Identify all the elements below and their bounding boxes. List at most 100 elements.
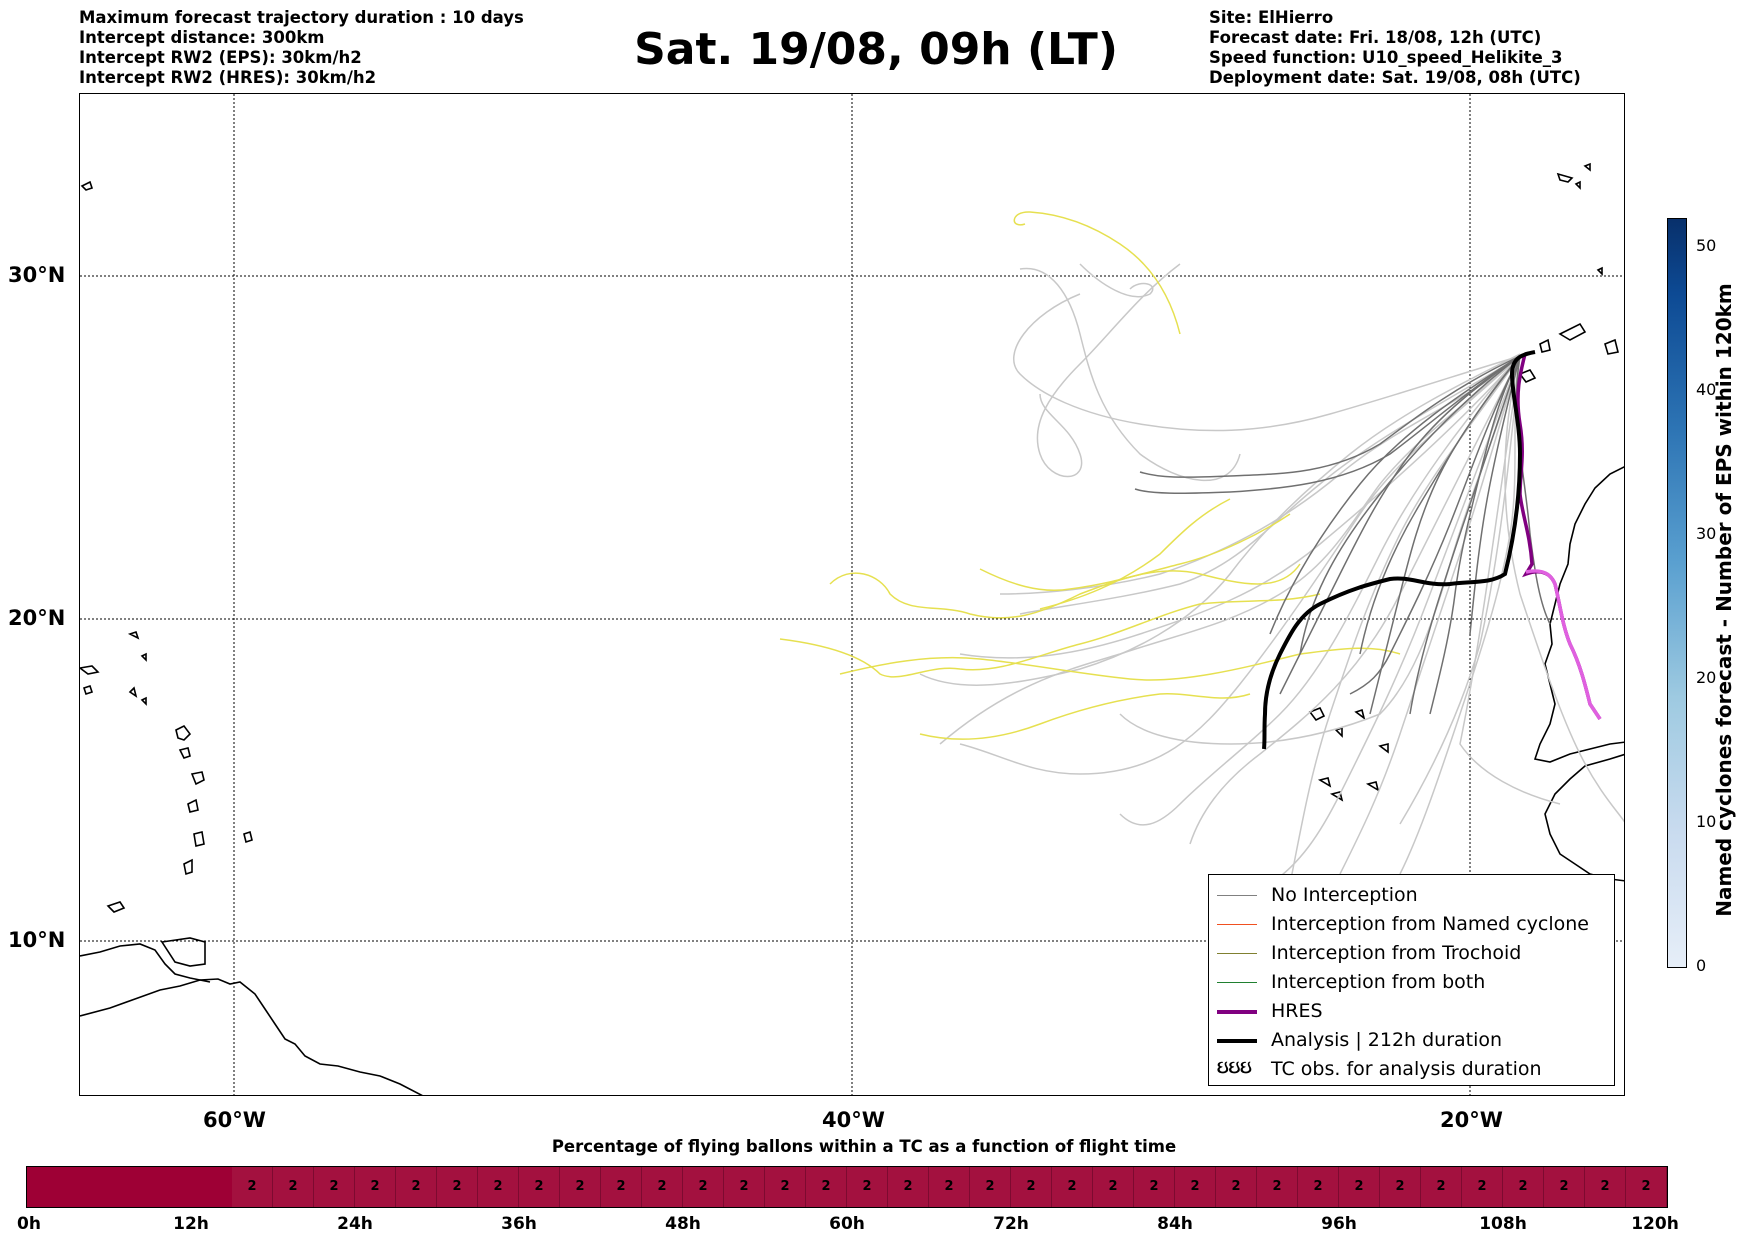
bottom-bar-title: Percentage of flying ballons within a TC… <box>551 1137 1177 1156</box>
percentage-cell: 2 <box>806 1167 847 1207</box>
trajectories-yellow <box>779 211 1401 740</box>
coast-trinidad <box>160 937 206 967</box>
trajectory-yellow <box>919 693 1251 740</box>
percentage-cell: 2 <box>683 1167 724 1207</box>
percentage-cell: 2 <box>1052 1167 1093 1207</box>
percentage-cell: 2 <box>642 1167 683 1207</box>
colorbar <box>1667 218 1687 968</box>
trajectory-light <box>1504 355 1624 823</box>
map-frame <box>79 93 1625 1096</box>
percentage-cell: 2 <box>478 1167 519 1207</box>
coast-islands-1 <box>80 665 100 696</box>
percentage-cell: 2 <box>888 1167 929 1207</box>
legend-swatch <box>1217 924 1257 925</box>
trajectory-dark <box>1134 355 1521 494</box>
percentage-cell: 2 <box>396 1167 437 1207</box>
header-right-line: Deployment date: Sat. 19/08, 08h (UTC) <box>1209 68 1581 87</box>
coast-islands-4 <box>106 630 147 913</box>
legend-item: Interception from both <box>1209 968 1614 997</box>
trajectory-light <box>1036 263 1181 478</box>
time-label: 96h <box>1321 1214 1357 1234</box>
percentage-cell: 2 <box>1175 1167 1216 1207</box>
percentage-cell: 2 <box>1257 1167 1298 1207</box>
legend: No Interception Interception from Named … <box>1208 874 1615 1086</box>
trajectory-light <box>1189 355 1521 845</box>
percentage-cell: 2 <box>970 1167 1011 1207</box>
legend-swatch <box>1217 982 1257 983</box>
trajectory-yellow <box>1039 498 1231 610</box>
time-label: 36h <box>501 1214 537 1234</box>
time-label: 12h <box>173 1214 209 1234</box>
percentage-cell <box>150 1167 191 1207</box>
trajectory-light <box>1079 263 1154 298</box>
time-label: 120h <box>1631 1214 1679 1234</box>
percentage-cell <box>68 1167 109 1207</box>
percentage-cell: 2 <box>1503 1167 1544 1207</box>
legend-swatch <box>1217 1010 1257 1014</box>
percentage-cell: 2 <box>437 1167 478 1207</box>
legend-item: ઇઇઇ TC obs. for analysis duration <box>1209 1055 1614 1084</box>
legend-item: Analysis | 212h duration <box>1209 1026 1614 1055</box>
lon-label: 20°W <box>1440 1108 1503 1132</box>
trajectory-yellow <box>829 563 1301 619</box>
coast-capeverde <box>1308 706 1389 802</box>
trajectory-yellow <box>779 593 1321 678</box>
legend-label: HRES <box>1271 1000 1323 1022</box>
percentage-cell: 2 <box>314 1167 355 1207</box>
time-label: 84h <box>1157 1214 1193 1234</box>
legend-label: Interception from Trochoid <box>1271 942 1522 964</box>
coast-island-mid <box>243 830 253 844</box>
percentage-cell: 2 <box>724 1167 765 1207</box>
trajectory-yellow <box>839 647 1401 681</box>
trajectory-dark <box>1409 355 1521 715</box>
trajectory-light <box>959 355 1521 659</box>
percentage-cell: 2 <box>1298 1167 1339 1207</box>
trajectory-light <box>1119 355 1521 826</box>
trajectory-dark <box>1269 355 1521 635</box>
percentage-cell: 2 <box>847 1167 888 1207</box>
coast-africa-south <box>1544 753 1624 882</box>
percentage-cell: 2 <box>1462 1167 1503 1207</box>
legend-label: No Interception <box>1271 884 1418 906</box>
percentage-cell: 2 <box>1216 1167 1257 1207</box>
header-left-line: Intercept RW2 (HRES): 30km/h2 <box>79 68 377 87</box>
percentage-cell: 2 <box>1626 1167 1667 1207</box>
coast-island-small <box>80 180 94 191</box>
time-label: 24h <box>337 1214 373 1234</box>
trajectory-light <box>1399 355 1521 875</box>
trajectory-light <box>1013 293 1521 432</box>
legend-label: Interception from both <box>1271 971 1486 993</box>
time-label: 0h <box>17 1214 41 1234</box>
trajectory-light <box>1019 355 1521 615</box>
colorbar-tick: 50 <box>1696 236 1717 255</box>
percentage-cell: 2 <box>601 1167 642 1207</box>
trajectory-light <box>1399 355 1521 825</box>
percentage-cell: 2 <box>560 1167 601 1207</box>
percentage-cell: 2 <box>355 1167 396 1207</box>
trajectory-dark <box>1429 355 1521 715</box>
analysis-trajectory <box>1262 350 1536 750</box>
trajectory-light <box>1339 355 1521 875</box>
legend-label: TC obs. for analysis duration <box>1271 1058 1542 1080</box>
trajectory-dark <box>1139 355 1521 478</box>
coast-islands-2 <box>175 724 192 759</box>
trajectories-dark <box>1134 355 1551 715</box>
header-right-line: Site: ElHierro <box>1209 8 1334 27</box>
percentage-cell: 2 <box>1585 1167 1626 1207</box>
legend-label: Analysis | 212h duration <box>1271 1029 1503 1051</box>
coast-africa <box>1533 466 1624 763</box>
percentage-cell <box>109 1167 150 1207</box>
legend-item: Interception from Trochoid <box>1209 939 1614 968</box>
coast-islands-3 <box>183 771 205 876</box>
colorbar-tick: 0 <box>1696 956 1707 975</box>
percentage-cell: 2 <box>1011 1167 1052 1207</box>
trajectory-light <box>1019 267 1241 481</box>
header-left-line: Maximum forecast trajectory duration : 1… <box>79 8 524 27</box>
header-right-line: Speed function: U10_speed_Helikite_3 <box>1209 48 1563 67</box>
hres-trajectory-end <box>1525 569 1602 720</box>
percentage-cell: 2 <box>273 1167 314 1207</box>
legend-swatch <box>1217 1039 1257 1043</box>
trajectory-yellow <box>1013 211 1181 335</box>
percentage-cell: 2 <box>929 1167 970 1207</box>
trajectory-light <box>919 353 1521 686</box>
